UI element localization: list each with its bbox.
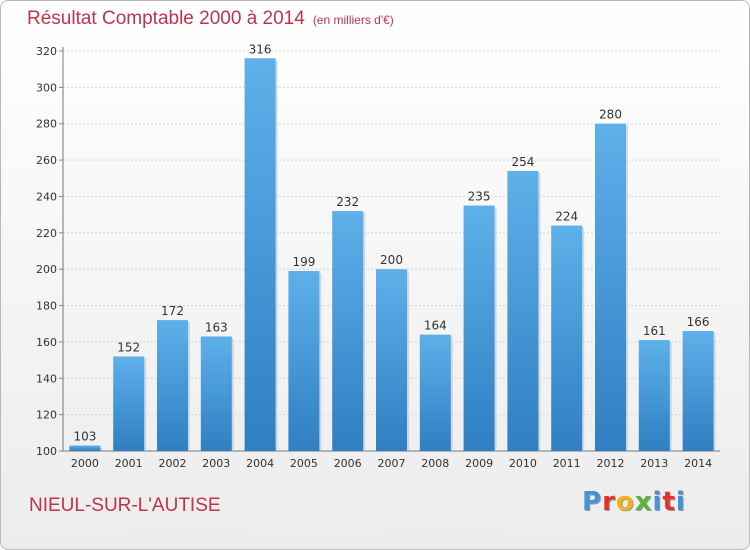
bar-2011 [551, 225, 583, 451]
bars [69, 58, 716, 452]
y-tick-label: 260 [36, 154, 57, 167]
bar-2010 [507, 171, 539, 451]
y-tick-label: 280 [36, 118, 57, 131]
logo-letter: x [634, 487, 653, 517]
bar-2000 [69, 445, 101, 451]
bar-2004 [244, 58, 276, 451]
logo-letter: i [675, 487, 686, 517]
bar-2001 [113, 356, 145, 451]
chart-title: Résultat Comptable 2000 à 2014 (en millie… [27, 8, 394, 30]
logo-letter: r [602, 487, 616, 517]
commune-name: NIEUL-SUR-L'AUTISE [29, 495, 221, 516]
x-tick-label: 2007 [378, 457, 406, 470]
x-tick-label: 2001 [115, 457, 143, 470]
bar-2008 [419, 334, 451, 451]
x-tick-label: 2003 [202, 457, 230, 470]
bar-2003 [200, 336, 232, 451]
y-tick-label: 200 [36, 263, 57, 276]
data-label: 172 [161, 304, 184, 318]
x-tick-label: 2012 [597, 457, 625, 470]
bar-2012 [595, 123, 626, 452]
data-label: 224 [555, 210, 578, 224]
y-tick-label: 240 [36, 190, 57, 203]
chart-title-unit: (en milliers d'€) [312, 13, 394, 27]
x-tick-label: 2005 [290, 457, 318, 470]
y-tick-label: 220 [36, 227, 57, 240]
x-tick-label: 2004 [246, 457, 274, 470]
data-label: 280 [599, 108, 622, 122]
data-label: 199 [292, 255, 315, 269]
data-label: 235 [468, 190, 491, 204]
data-label: 152 [117, 340, 140, 354]
chart-title-main: Résultat Comptable 2000 à 2014 [27, 8, 305, 29]
bar-2006 [332, 211, 364, 451]
x-tick-label: 2011 [553, 457, 581, 470]
y-tick-label: 320 [36, 45, 57, 58]
x-tick-label: 2002 [159, 457, 187, 470]
x-tick-label: 2010 [509, 457, 537, 470]
data-labels: 103 2000 152 2001 172 2002 163 2003 316 2004 199 20… [71, 42, 712, 470]
x-tick-label: 2013 [640, 457, 668, 470]
y-tick-label: 160 [36, 336, 57, 349]
data-label: 166 [687, 315, 710, 329]
bar-2014 [682, 331, 714, 451]
bar-2013 [638, 340, 670, 451]
x-tick-label: 2000 [71, 457, 99, 470]
logo-letter: o [615, 487, 635, 517]
logo-letter: t [662, 487, 676, 517]
data-label: 316 [249, 42, 272, 56]
x-tick-label: 2014 [684, 457, 712, 470]
y-tick-label: 100 [36, 445, 57, 458]
y-tick-label: 140 [36, 372, 57, 385]
data-label: 163 [205, 320, 228, 334]
y-tick-label: 300 [36, 81, 57, 94]
proxiti-logo[interactable]: Proxiti [582, 487, 686, 517]
logo-letter: P [582, 487, 603, 517]
x-tick-label: 2009 [465, 457, 493, 470]
y-tick-label: 120 [36, 409, 57, 422]
x-tick-label: 2006 [334, 457, 362, 470]
data-label: 161 [643, 324, 666, 338]
bar-2007 [376, 269, 407, 451]
bar-2005 [288, 271, 320, 451]
x-tick-label: 2008 [421, 457, 449, 470]
data-label: 254 [511, 155, 534, 169]
bar-2002 [157, 320, 188, 451]
logo-letter: i [652, 487, 663, 517]
y-tick-label: 180 [36, 300, 57, 313]
bar-2009 [463, 205, 495, 451]
data-label: 200 [380, 253, 403, 267]
data-label: 164 [424, 319, 447, 333]
data-label: 103 [73, 430, 96, 444]
data-label: 232 [336, 195, 359, 209]
